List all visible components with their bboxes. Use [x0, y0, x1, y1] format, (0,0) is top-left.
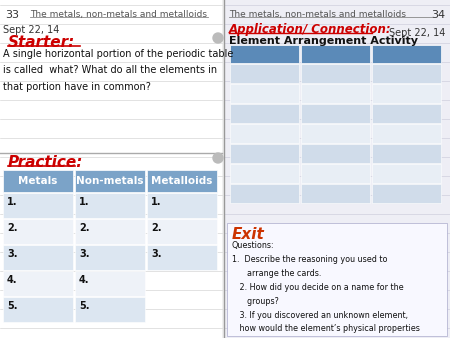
Text: 4.: 4. — [7, 275, 18, 285]
FancyBboxPatch shape — [75, 193, 145, 218]
Text: Starter:: Starter: — [8, 35, 75, 50]
Text: 34: 34 — [431, 10, 445, 20]
FancyBboxPatch shape — [372, 144, 441, 163]
Text: Sept 22, 14: Sept 22, 14 — [389, 28, 445, 38]
Circle shape — [213, 33, 223, 43]
Text: 2.: 2. — [7, 223, 18, 233]
FancyBboxPatch shape — [3, 193, 73, 218]
Text: Exit: Exit — [232, 227, 265, 242]
FancyBboxPatch shape — [147, 245, 217, 270]
Text: Questions:
1.  Describe the reasoning you used to
      arrange the cards.
   2.: Questions: 1. Describe the reasoning you… — [232, 241, 420, 338]
Text: Practice:: Practice: — [8, 155, 83, 170]
FancyBboxPatch shape — [224, 0, 450, 338]
FancyBboxPatch shape — [372, 184, 441, 203]
Text: 33: 33 — [5, 10, 19, 20]
FancyBboxPatch shape — [230, 144, 299, 163]
Circle shape — [213, 153, 223, 163]
Text: Sept 22, 14: Sept 22, 14 — [3, 25, 59, 35]
FancyBboxPatch shape — [301, 184, 370, 203]
FancyBboxPatch shape — [301, 104, 370, 123]
FancyBboxPatch shape — [372, 104, 441, 123]
FancyBboxPatch shape — [3, 170, 73, 192]
Text: Element Arrangement Activity: Element Arrangement Activity — [229, 36, 418, 46]
FancyBboxPatch shape — [230, 64, 299, 83]
FancyBboxPatch shape — [147, 170, 217, 192]
Text: 1.: 1. — [7, 197, 18, 207]
Text: 5.: 5. — [79, 301, 90, 311]
FancyBboxPatch shape — [230, 104, 299, 123]
Text: 5.: 5. — [7, 301, 18, 311]
FancyBboxPatch shape — [230, 84, 299, 103]
FancyBboxPatch shape — [372, 124, 441, 143]
FancyBboxPatch shape — [147, 193, 217, 218]
Text: Application/ Connection:: Application/ Connection: — [229, 23, 392, 36]
FancyBboxPatch shape — [372, 64, 441, 83]
Text: Metals: Metals — [18, 176, 58, 186]
FancyBboxPatch shape — [0, 0, 222, 338]
FancyBboxPatch shape — [372, 84, 441, 103]
FancyBboxPatch shape — [301, 144, 370, 163]
Text: 1.: 1. — [151, 197, 162, 207]
Text: Metalloids: Metalloids — [151, 176, 213, 186]
FancyBboxPatch shape — [3, 271, 73, 296]
FancyBboxPatch shape — [372, 45, 441, 63]
Text: 2.: 2. — [79, 223, 90, 233]
FancyBboxPatch shape — [75, 219, 145, 244]
FancyBboxPatch shape — [301, 124, 370, 143]
Text: 4.: 4. — [79, 275, 90, 285]
FancyBboxPatch shape — [372, 164, 441, 183]
FancyBboxPatch shape — [3, 219, 73, 244]
Text: 1.: 1. — [79, 197, 90, 207]
FancyBboxPatch shape — [301, 84, 370, 103]
Text: Non-metals: Non-metals — [76, 176, 144, 186]
Text: 2.: 2. — [151, 223, 162, 233]
Text: A single horizontal portion of the periodic table
is called  what? What do all t: A single horizontal portion of the perio… — [3, 49, 234, 92]
FancyBboxPatch shape — [230, 164, 299, 183]
FancyBboxPatch shape — [301, 45, 370, 63]
FancyBboxPatch shape — [301, 164, 370, 183]
FancyBboxPatch shape — [3, 297, 73, 322]
Text: 3.: 3. — [7, 249, 18, 259]
FancyBboxPatch shape — [3, 245, 73, 270]
FancyBboxPatch shape — [301, 64, 370, 83]
FancyBboxPatch shape — [75, 297, 145, 322]
FancyBboxPatch shape — [230, 124, 299, 143]
Text: 3.: 3. — [151, 249, 162, 259]
FancyBboxPatch shape — [75, 245, 145, 270]
Text: 3.: 3. — [79, 249, 90, 259]
FancyBboxPatch shape — [75, 271, 145, 296]
Text: The metals, non-metals and metalloids: The metals, non-metals and metalloids — [30, 10, 207, 19]
FancyBboxPatch shape — [230, 45, 299, 63]
FancyBboxPatch shape — [227, 223, 447, 336]
FancyBboxPatch shape — [147, 219, 217, 244]
Text: The metals, non-metals and metalloids: The metals, non-metals and metalloids — [229, 10, 406, 19]
FancyBboxPatch shape — [75, 170, 145, 192]
FancyBboxPatch shape — [230, 184, 299, 203]
